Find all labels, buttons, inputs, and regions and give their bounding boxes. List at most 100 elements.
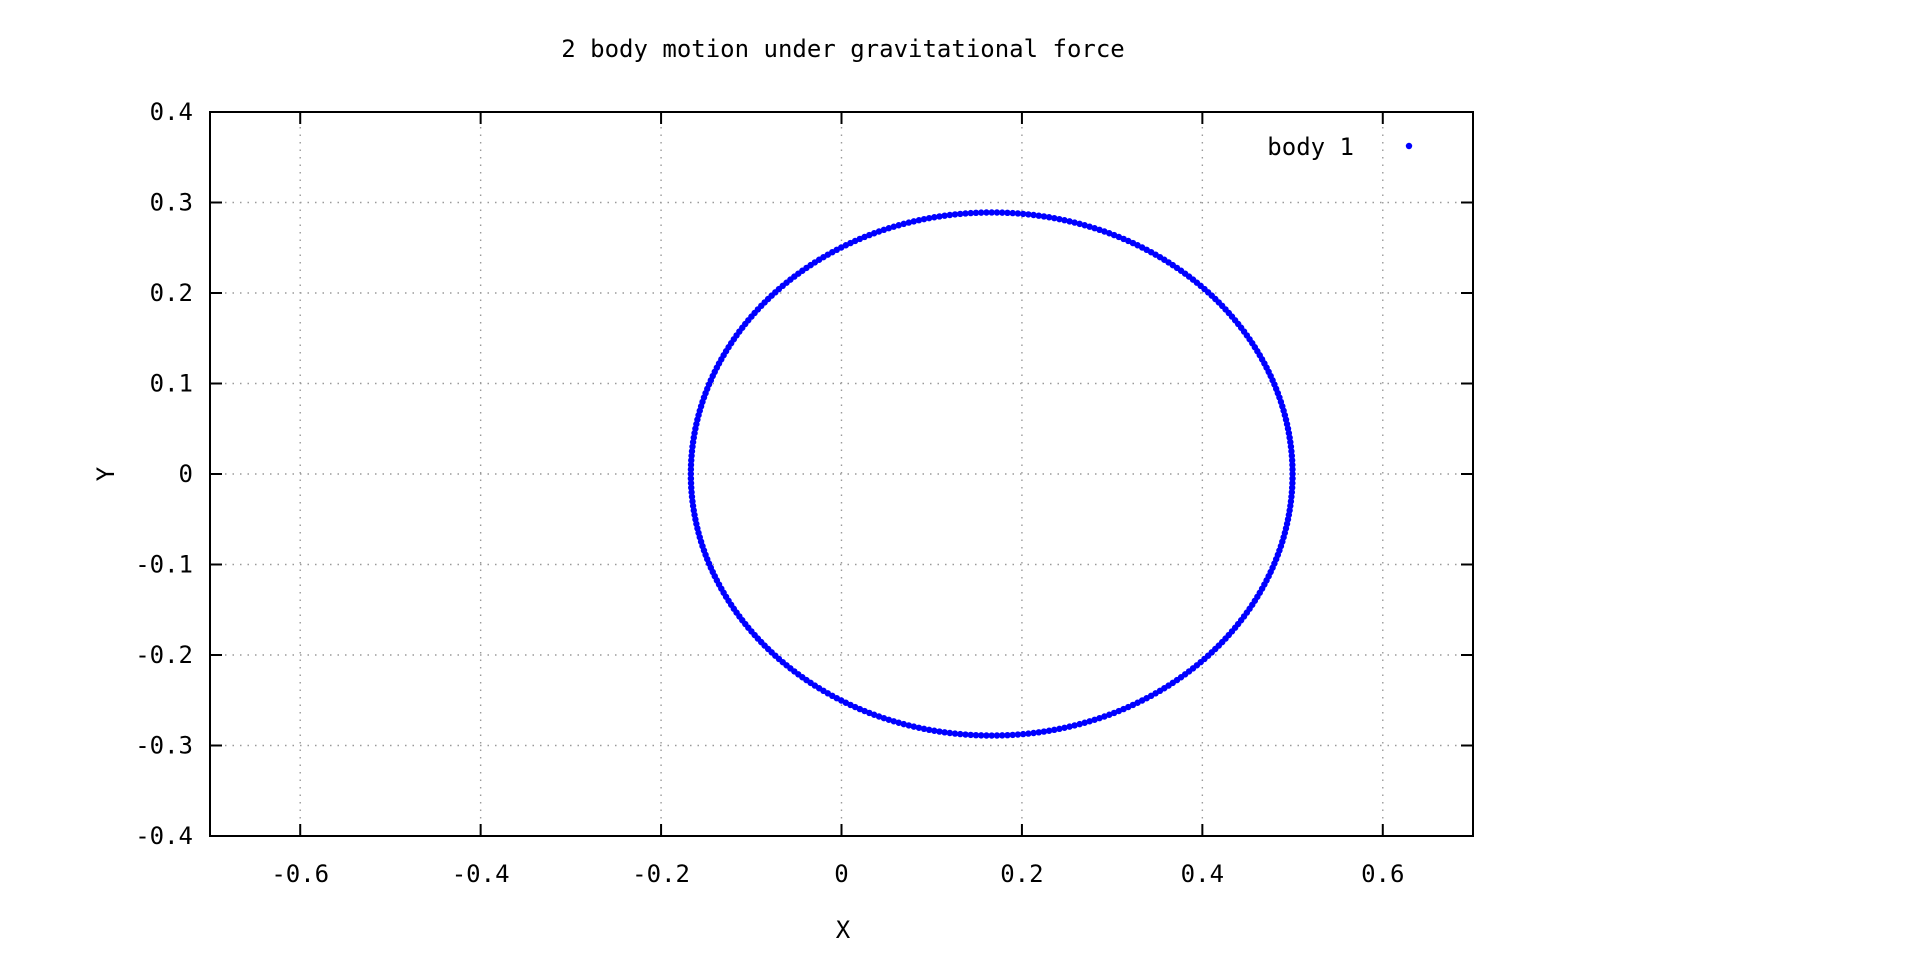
data-point [1066, 723, 1073, 730]
data-point [957, 730, 964, 738]
data-point [687, 479, 695, 487]
x-axis-label: X [836, 916, 851, 944]
data-point [1030, 729, 1037, 737]
data-point [1045, 727, 1053, 734]
data-point [1288, 484, 1296, 491]
data-point [988, 209, 995, 216]
data-point [880, 226, 888, 234]
data-point [1071, 219, 1078, 226]
data-point [931, 727, 938, 734]
data-point [1081, 222, 1088, 229]
data-point [1086, 223, 1093, 230]
data-point [978, 732, 985, 739]
data-point [895, 222, 902, 229]
data-point [1288, 489, 1296, 496]
data-point [1056, 215, 1063, 223]
data-point [972, 731, 980, 739]
data-point [967, 731, 974, 739]
data-point [999, 732, 1006, 739]
data-point [1004, 731, 1011, 739]
data-point [1014, 731, 1022, 738]
x-tick-label: 0.6 [1361, 860, 1404, 888]
y-tick-label: -0.4 [135, 822, 193, 850]
data-point [1040, 213, 1048, 220]
data-point [1040, 728, 1048, 735]
data-point [1009, 209, 1016, 217]
data-point [915, 217, 923, 224]
data-point [890, 223, 897, 230]
data-point [946, 729, 954, 737]
x-tick-label: 0.2 [1000, 860, 1043, 888]
data-point [1288, 457, 1296, 464]
data-point [1086, 718, 1093, 725]
data-point [1061, 217, 1068, 224]
grid [210, 112, 1473, 836]
data-point [880, 714, 888, 722]
data-point [1289, 479, 1296, 487]
data-point [895, 719, 902, 726]
y-tick-label: -0.3 [135, 732, 193, 760]
data-point [915, 724, 923, 731]
data-point [920, 725, 928, 733]
data-point [1091, 716, 1098, 723]
data-point [993, 732, 1001, 739]
data-point [983, 732, 990, 739]
data-point [941, 212, 948, 219]
data-point [1004, 209, 1011, 217]
y-tick-label: -0.1 [135, 551, 193, 579]
data-point [1110, 231, 1118, 239]
data-point [870, 230, 878, 237]
data-point [1076, 720, 1083, 728]
data-point [1081, 719, 1088, 726]
data-point [866, 709, 873, 717]
data-point [688, 457, 695, 464]
data-point [1030, 211, 1037, 219]
data-point [875, 713, 883, 720]
data-point [1091, 225, 1098, 232]
plot-frame [209, 111, 1474, 837]
data-point [962, 731, 969, 738]
data-point [999, 209, 1006, 216]
x-tick-label: -0.4 [452, 860, 510, 888]
data-point [920, 215, 928, 223]
data-point [1051, 726, 1058, 734]
data-point [972, 209, 980, 217]
data-point [1071, 722, 1078, 729]
data-point [983, 209, 990, 216]
data-point [1051, 214, 1058, 222]
data-point [687, 470, 695, 478]
data-point [957, 210, 964, 218]
data-point [910, 218, 918, 225]
data-point [687, 461, 695, 469]
data-point [688, 452, 695, 459]
data-point [951, 730, 959, 737]
data-point [875, 228, 883, 235]
chart-title: 2 body motion under gravitational force [561, 35, 1125, 63]
data-point [1101, 228, 1108, 235]
x-tick-label: -0.6 [271, 860, 329, 888]
data-point [1289, 475, 1296, 482]
data-point [1106, 230, 1113, 237]
data-point [900, 720, 907, 728]
data-point [890, 718, 897, 725]
data-point [1035, 729, 1042, 736]
data-point [1025, 211, 1032, 218]
legend: body 1 [1267, 133, 1413, 161]
y-tick-label: 0 [179, 460, 193, 488]
data-point [925, 214, 933, 222]
data-point [1101, 713, 1108, 720]
data-point [925, 726, 933, 734]
data-point [910, 723, 918, 730]
legend-marker [1405, 142, 1413, 150]
y-tick-label: 0.3 [150, 189, 193, 217]
y-tick-label: 0.2 [150, 279, 193, 307]
data-point [900, 220, 907, 228]
data-point [688, 484, 695, 491]
data-point [1076, 220, 1083, 228]
data-point [993, 209, 1001, 216]
y-axis-label: Y [92, 466, 120, 481]
data-point [951, 211, 959, 218]
y-tick-label: -0.2 [135, 641, 193, 669]
y-tick-label: 0.1 [150, 370, 193, 398]
